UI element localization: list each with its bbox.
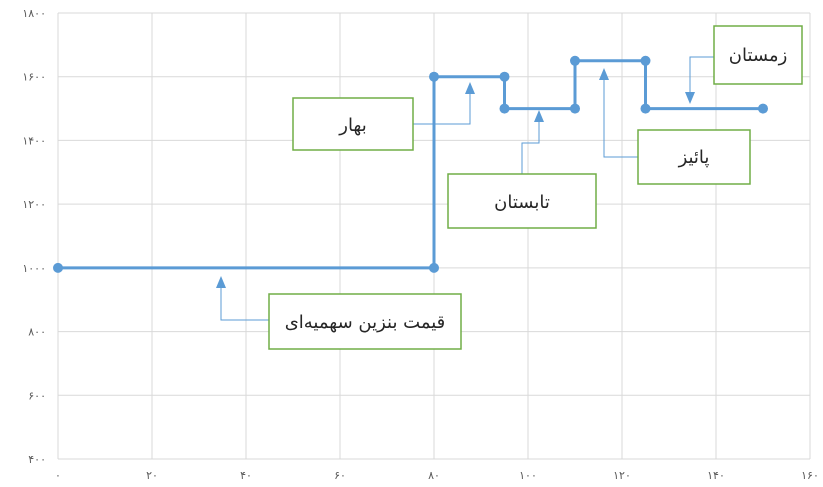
callout-box-spring — [292, 97, 414, 151]
callout-leader-summer — [521, 122, 540, 174]
x-tick-label: ۱۲۰ — [613, 469, 631, 482]
arrowhead-winter — [685, 92, 695, 104]
callout-leader-quota — [220, 288, 269, 321]
callout-label-spring: بهار — [338, 115, 366, 136]
x-tick-label: ۱۴۰ — [707, 469, 725, 482]
annotations: قیمت بنزین سهمیه‌ای بهار تابستان پائیز ز… — [216, 25, 803, 350]
callout-label-summer: تابستان — [494, 192, 550, 213]
data-point — [640, 103, 651, 114]
data-point — [758, 103, 768, 114]
x-tick-label: ۲۰ — [146, 469, 158, 482]
data-point — [640, 55, 651, 66]
callout-box-quota — [268, 293, 462, 350]
y-tick-label: ۱۸۰۰ — [22, 7, 46, 20]
data-point — [429, 71, 439, 82]
y-tick-label: ۱۶۰۰ — [22, 71, 46, 84]
arrowhead-autumn — [599, 68, 609, 80]
callout-leader-autumn — [603, 80, 638, 158]
callout-box-summer — [447, 173, 597, 229]
y-tick-label: ۴۰۰ — [28, 453, 46, 466]
callout-quota: قیمت بنزین سهمیه‌ای — [216, 276, 462, 350]
y-tick-label: ۱۴۰۰ — [22, 134, 46, 147]
y-tick-label: ۸۰۰ — [28, 326, 46, 339]
callout-leader-spring — [413, 94, 471, 125]
x-tick-label: ۰ — [55, 469, 61, 482]
callout-winter: زمستان — [685, 25, 803, 104]
series-line — [58, 59, 763, 270]
callout-summer: تابستان — [447, 110, 597, 229]
data-point — [53, 262, 63, 273]
arrowhead-spring — [465, 82, 475, 94]
arrowhead-quota — [216, 276, 226, 288]
x-tick-label: ۴۰ — [240, 469, 252, 482]
y-tick-label: ۱۲۰۰ — [22, 198, 46, 211]
callout-leader-winter — [689, 56, 714, 92]
arrowhead-summer — [534, 110, 544, 122]
x-axis-ticks: ۰ ۲۰ ۴۰ ۶۰ ۸۰ ۱۰۰ ۱۲۰ ۱۴۰ ۱۶۰ — [55, 469, 819, 482]
callout-label-winter: زمستان — [729, 45, 788, 66]
callout-autumn: پائیز — [599, 68, 751, 185]
callout-box-winter — [713, 25, 803, 85]
callout-spring: بهار — [292, 82, 475, 151]
data-point — [499, 71, 510, 82]
callout-label-quota: قیمت بنزین سهمیه‌ای — [285, 312, 446, 333]
data-point — [570, 103, 580, 114]
series — [53, 55, 768, 273]
callout-box-autumn — [637, 129, 751, 185]
x-tick-label: ۱۰۰ — [519, 469, 537, 482]
data-point — [429, 262, 439, 273]
x-tick-label: ۱۶۰ — [801, 469, 819, 482]
data-point — [570, 55, 580, 66]
x-tick-label: ۸۰ — [428, 469, 440, 482]
y-tick-label: ۶۰۰ — [28, 389, 46, 402]
y-axis-ticks: ۴۰۰ ۶۰۰ ۸۰۰ ۱۰۰۰ ۱۲۰۰ ۱۴۰۰ ۱۶۰۰ ۱۸۰۰ — [22, 7, 46, 466]
callout-label-autumn: پائیز — [678, 147, 710, 168]
data-point — [499, 103, 510, 114]
y-tick-label: ۱۰۰۰ — [22, 262, 46, 275]
x-tick-label: ۶۰ — [334, 469, 346, 482]
